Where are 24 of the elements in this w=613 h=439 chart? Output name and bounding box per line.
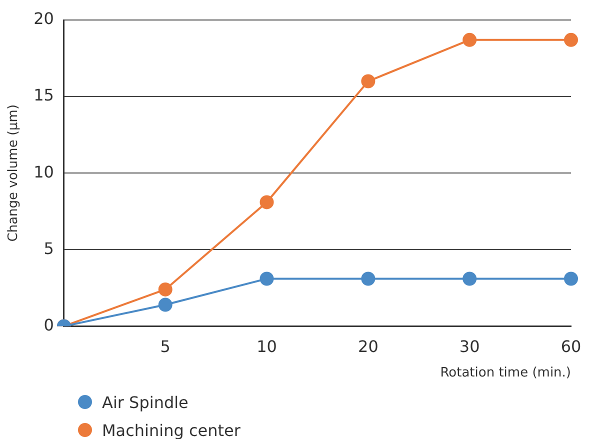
point	[462, 32, 477, 47]
y-tick-label: 15	[34, 86, 54, 105]
point	[462, 272, 477, 286]
y-tick-label: 20	[34, 9, 54, 28]
y-tick-label: 0	[44, 315, 54, 334]
x-tick-label: 5	[160, 336, 170, 356]
x-tick-label: 20	[358, 336, 378, 356]
point	[158, 282, 172, 296]
y-axis-title: Change volume (μm)	[6, 104, 22, 242]
point	[361, 74, 376, 88]
legend-label: Air Spindle	[102, 392, 188, 412]
point	[260, 195, 274, 210]
point	[260, 272, 274, 286]
legend-label: Machining center	[102, 420, 240, 439]
x-tick-label: 60	[560, 336, 582, 356]
x-axis-title: Rotation time (min.)	[440, 366, 571, 381]
point	[158, 298, 172, 312]
x-tick-label: 10	[256, 336, 277, 356]
point	[361, 272, 376, 286]
y-tick-label: 5	[44, 238, 54, 258]
point	[564, 32, 578, 47]
y-tick-label: 10	[34, 162, 54, 182]
point	[564, 272, 578, 286]
x-tick-label: 30	[459, 336, 480, 356]
